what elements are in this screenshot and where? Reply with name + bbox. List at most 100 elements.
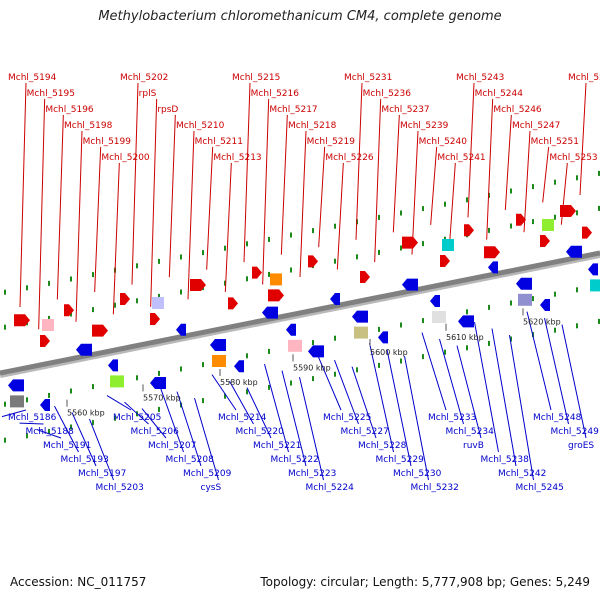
tick-dash bbox=[158, 370, 160, 376]
tick-dash bbox=[334, 258, 336, 264]
minus-gene-arrow bbox=[330, 293, 340, 305]
tick-dash bbox=[136, 298, 138, 304]
tick-dash bbox=[422, 206, 424, 212]
minus-gene-arrow bbox=[286, 323, 296, 336]
label-leader bbox=[150, 98, 158, 307]
plus-gene-arrow bbox=[252, 266, 262, 279]
minus-gene-arrow bbox=[234, 360, 244, 373]
minus-gene-arrow bbox=[8, 379, 24, 392]
tick-dash bbox=[70, 276, 72, 282]
minus-gene-arrow bbox=[150, 377, 166, 389]
gene-label: Mchl_5215 bbox=[232, 73, 280, 83]
gene-label: Mchl_5238 bbox=[481, 455, 530, 465]
gene-label: Mchl_5253 bbox=[549, 153, 597, 163]
tick-dash bbox=[334, 371, 336, 377]
tick-dash bbox=[356, 254, 358, 260]
label-leader bbox=[448, 162, 456, 248]
tick-dash bbox=[554, 291, 556, 297]
gene-label: Mchl_5203 bbox=[96, 483, 144, 493]
gene-features bbox=[8, 205, 600, 411]
gene-label: cysS bbox=[201, 483, 222, 493]
tick-dash bbox=[290, 380, 292, 386]
label-leader bbox=[316, 353, 342, 411]
gene-box bbox=[354, 326, 368, 339]
gene-label: Mchl_5228 bbox=[358, 441, 407, 451]
label-leader bbox=[374, 98, 382, 263]
plus-gene-arrow bbox=[308, 255, 318, 268]
gene-box bbox=[110, 375, 124, 388]
minus-gene-arrow bbox=[308, 345, 324, 358]
gene-label: Mchl_5217 bbox=[269, 105, 317, 115]
tick-dash bbox=[158, 293, 160, 299]
label-leader bbox=[19, 82, 27, 308]
tick-dash bbox=[554, 214, 556, 220]
tick-dash bbox=[136, 263, 138, 269]
gene-label: Mchl_5239 bbox=[400, 121, 449, 131]
tick-dash bbox=[290, 232, 292, 238]
gene-label: Mchl_5246 bbox=[493, 105, 542, 115]
tick-dash bbox=[444, 349, 446, 355]
label-leader bbox=[75, 130, 83, 322]
gene-label: Mchl_5196 bbox=[45, 105, 94, 115]
label-leader bbox=[421, 332, 447, 411]
tick-marks bbox=[4, 170, 600, 443]
tick-dash bbox=[488, 304, 490, 310]
accession-text: Accession: NC_011757 bbox=[10, 575, 147, 589]
tick-dash bbox=[92, 420, 94, 426]
axis-line bbox=[0, 250, 600, 376]
tick-dash bbox=[180, 254, 182, 260]
label-leader bbox=[411, 130, 419, 255]
tick-dash bbox=[48, 428, 50, 434]
minus-gene-arrow bbox=[566, 245, 582, 258]
gene-label: Mchl_5225 bbox=[323, 413, 371, 423]
label-leader bbox=[94, 146, 102, 293]
label-leader bbox=[262, 98, 270, 285]
label-leader bbox=[486, 98, 494, 240]
label-leader bbox=[246, 387, 272, 439]
tick-dash bbox=[268, 384, 270, 390]
tick-dash bbox=[510, 336, 512, 342]
tick-dash bbox=[400, 210, 402, 216]
gene-label: Mchl_5244 bbox=[475, 89, 524, 99]
tick-dash bbox=[576, 175, 578, 181]
label-leader bbox=[280, 114, 288, 255]
plus-gene-arrow bbox=[360, 271, 370, 283]
tick-dash bbox=[4, 289, 6, 295]
plus-gene-arrow bbox=[540, 235, 550, 247]
tick-dash bbox=[92, 384, 94, 390]
label-leader bbox=[509, 335, 534, 481]
minus-gene-arrow bbox=[458, 315, 474, 328]
label-leader bbox=[159, 384, 184, 453]
tick-dash bbox=[334, 223, 336, 229]
label-leader bbox=[526, 311, 552, 411]
scale-label: 5610 kbp bbox=[446, 333, 484, 342]
plus-gene-arrow bbox=[190, 279, 206, 291]
tick-dash bbox=[136, 375, 138, 381]
minus-gene-arrow bbox=[262, 306, 278, 319]
tick-dash bbox=[246, 353, 248, 359]
label-leader bbox=[579, 82, 587, 196]
gene-label: Mchl_5243 bbox=[456, 73, 504, 83]
tick-dash bbox=[70, 424, 72, 430]
label-leader bbox=[336, 162, 344, 270]
tick-dash bbox=[400, 322, 402, 328]
tick-dash bbox=[554, 179, 556, 185]
gene-label: Mchl_5222 bbox=[271, 455, 319, 465]
label-leader bbox=[504, 114, 512, 210]
minus-gene-arrow bbox=[210, 339, 226, 351]
label-leader bbox=[106, 395, 132, 411]
gene-label: Mchl_5218 bbox=[288, 121, 337, 131]
plus-gene-arrow bbox=[268, 289, 284, 302]
minus-gene-arrow bbox=[540, 299, 550, 311]
map-title: Methylobacterium chloromethanicum CM4, c… bbox=[98, 9, 502, 24]
tick-dash bbox=[224, 280, 226, 286]
gene-label: Mchl_5224 bbox=[306, 483, 355, 493]
gene-labels: Mchl_5194 Mchl_5195 Mchl_5196 Mchl_5198 Mchl… bbox=[8, 73, 600, 493]
plus-gene-arrow bbox=[560, 205, 576, 217]
label-leader bbox=[318, 146, 326, 248]
label-leader bbox=[176, 391, 202, 467]
tick-dash bbox=[26, 397, 28, 403]
gene-box bbox=[518, 293, 532, 306]
tick-dash bbox=[70, 388, 72, 394]
